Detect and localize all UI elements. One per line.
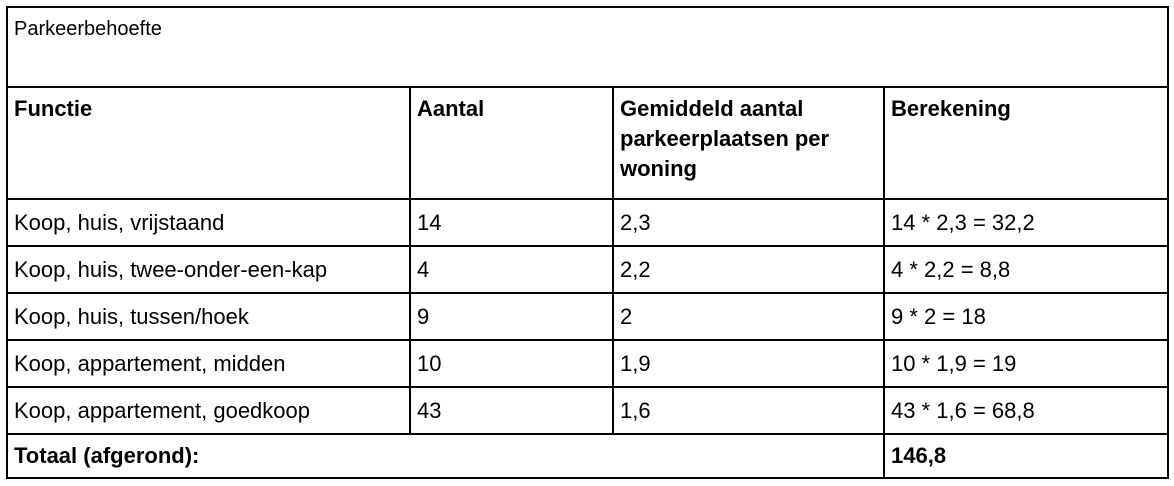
total-label: Totaal (afgerond):: [6, 433, 885, 479]
cell-functie: Koop, appartement, goedkoop: [6, 386, 411, 435]
cell-aantal: 9: [409, 292, 614, 341]
cell-functie: Koop, huis, tussen/hoek: [6, 292, 411, 341]
table-title-row: Parkeerbehoefte: [5, 6, 1170, 88]
table-row: Koop, huis, twee-onder-een-kap 4 2,2 4 *…: [6, 245, 1170, 294]
cell-gemiddeld: 1,6: [612, 386, 885, 435]
cell-functie: Koop, appartement, midden: [6, 339, 411, 388]
table-total-row: Totaal (afgerond): 146,8: [6, 433, 1170, 479]
parking-table-container: Parkeerbehoefte Functie Aantal Gemiddeld…: [5, 6, 1170, 479]
header-gemiddeld: Gemiddeld aantal parkeerplaatsen per won…: [612, 86, 885, 200]
cell-functie: Koop, huis, twee-onder-een-kap: [6, 245, 411, 294]
cell-berekening: 4 * 2,2 = 8,8: [882, 245, 1170, 294]
header-functie: Functie: [6, 86, 411, 200]
cell-berekening: 9 * 2 = 18: [882, 292, 1170, 341]
total-value: 146,8: [882, 433, 1170, 479]
cell-berekening: 10 * 1,9 = 19: [882, 339, 1170, 388]
cell-gemiddeld: 2: [612, 292, 885, 341]
cell-berekening: 43 * 1,6 = 68,8: [882, 386, 1170, 435]
cell-berekening: 14 * 2,3 = 32,2: [882, 198, 1170, 247]
table-row: Koop, appartement, midden 10 1,9 10 * 1,…: [6, 339, 1170, 388]
cell-functie: Koop, huis, vrijstaand: [6, 198, 411, 247]
cell-gemiddeld: 2,3: [612, 198, 885, 247]
cell-aantal: 4: [409, 245, 614, 294]
header-aantal: Aantal: [409, 86, 614, 200]
table-title: Parkeerbehoefte: [5, 6, 1170, 88]
parking-demand-table: Parkeerbehoefte Functie Aantal Gemiddeld…: [5, 6, 1170, 479]
table-row: Koop, huis, vrijstaand 14 2,3 14 * 2,3 =…: [6, 198, 1170, 247]
cell-gemiddeld: 2,2: [612, 245, 885, 294]
table-row: Koop, huis, tussen/hoek 9 2 9 * 2 = 18: [6, 292, 1170, 341]
cell-aantal: 10: [409, 339, 614, 388]
table-row: Koop, appartement, goedkoop 43 1,6 43 * …: [6, 386, 1170, 435]
header-berekening: Berekening: [882, 86, 1170, 200]
table-header-row: Functie Aantal Gemiddeld aantal parkeerp…: [6, 86, 1170, 200]
cell-aantal: 14: [409, 198, 614, 247]
cell-aantal: 43: [409, 386, 614, 435]
cell-gemiddeld: 1,9: [612, 339, 885, 388]
